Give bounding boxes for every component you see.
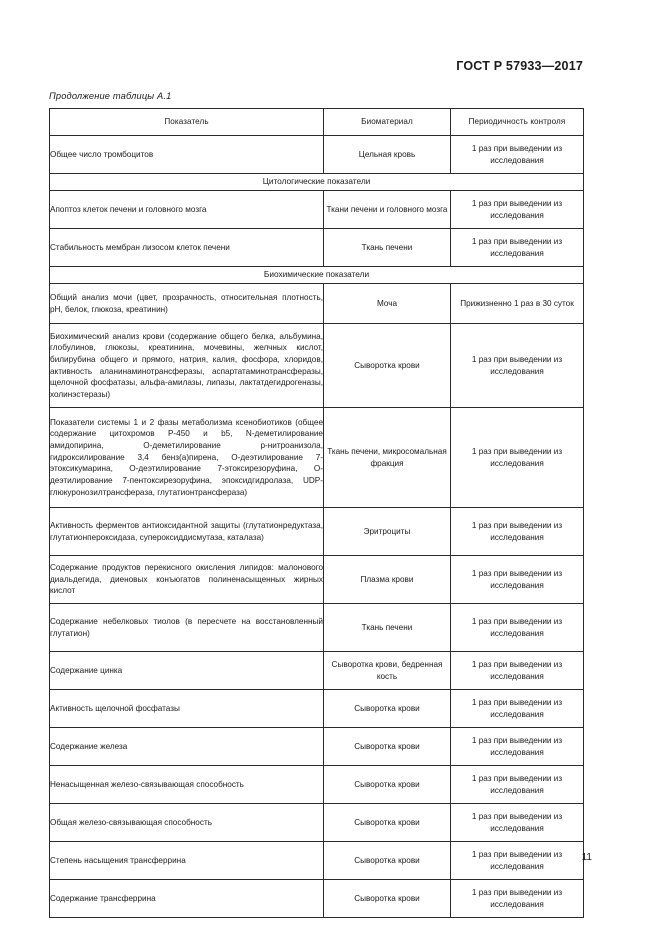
cell-biomaterial: Ткань печени bbox=[323, 603, 451, 652]
cell-biomaterial: Сыворотка крови, бедренная кость bbox=[323, 651, 451, 690]
table-row: Содержание небелковых тиолов (в пересчет… bbox=[49, 603, 584, 652]
cell-biomaterial: Сыворотка крови bbox=[323, 689, 451, 728]
table-row: Показатели системы 1 и 2 фазы метаболизм… bbox=[49, 407, 584, 508]
table-row: Апоптоз клеток печени и головного мозга Т… bbox=[49, 190, 584, 229]
table-row: Общий анализ мочи (цвет, прозрачность, о… bbox=[49, 283, 584, 324]
table-row: Ненасыщенная железо-связывающая способно… bbox=[49, 765, 584, 804]
cell-frequency: 1 раз при выведении из исследования bbox=[450, 879, 584, 918]
cell-frequency: 1 раз при выведении из исследования bbox=[450, 228, 584, 267]
document-standard-header: ГОСТ Р 57933—2017 bbox=[456, 59, 583, 73]
cell-frequency: 1 раз при выведении из исследования bbox=[450, 555, 584, 604]
column-header-biomaterial: Биоматериал bbox=[323, 108, 451, 136]
cell-biomaterial: Ткани печени и голов­ного мозга bbox=[323, 190, 451, 229]
cell-frequency: 1 раз при выведении из исследования bbox=[450, 651, 584, 690]
cell-indicator: Степень насыщения трансферрина bbox=[49, 841, 324, 880]
table-row: Общая железо-связывающая способность Сыво… bbox=[49, 803, 584, 842]
table-caption: Продолжение таблицы А.1 bbox=[49, 91, 172, 101]
cell-frequency: 1 раз при выведении из исследования bbox=[450, 190, 584, 229]
cell-indicator: Содержание небелковых тиолов (в пересчет… bbox=[49, 603, 324, 652]
cell-indicator: Активность ферментов антиоксидантной защ… bbox=[49, 507, 324, 556]
cell-biomaterial: Эритроциты bbox=[323, 507, 451, 556]
cell-frequency: 1 раз при выведении из исследования bbox=[450, 841, 584, 880]
cell-indicator: Содержание продуктов перекисного окислен… bbox=[49, 555, 324, 604]
cell-biomaterial: Сыворотка крови bbox=[323, 727, 451, 766]
cell-frequency: 1 раз при выведении из исследования bbox=[450, 803, 584, 842]
cell-biomaterial: Ткань печени, микросомальная фракция bbox=[323, 407, 451, 508]
table-row: Содержание трансферрина Сыворотка крови 1 … bbox=[49, 879, 584, 918]
section-title: Цитологические показатели bbox=[49, 173, 584, 191]
cell-biomaterial: Моча bbox=[323, 283, 451, 324]
table-row: Степень насыщения трансферрина Сыворотка … bbox=[49, 841, 584, 880]
table-row: Биохимический анализ крови (содержание о… bbox=[49, 323, 584, 408]
cell-indicator: Общее число тромбоцитов bbox=[49, 135, 324, 174]
cell-indicator: Стабильность мембран лизосом клеток пече… bbox=[49, 228, 324, 267]
table-header-row: Показатель Биоматериал Периодичность кон… bbox=[49, 108, 584, 136]
cell-indicator: Содержание цинка bbox=[49, 651, 324, 690]
table-row: Общее число тромбоцитов Цельная кровь 1 ра… bbox=[49, 135, 584, 174]
cell-biomaterial: Сыворотка крови bbox=[323, 841, 451, 880]
table-container: Показатель Биоматериал Периодичность кон… bbox=[49, 108, 584, 918]
cell-biomaterial: Сыворотка крови bbox=[323, 879, 451, 918]
table-row: Активность ферментов антиоксидантной защ… bbox=[49, 507, 584, 556]
table-head: Показатель Биоматериал Периодичность кон… bbox=[49, 108, 584, 136]
cell-frequency: Прижизненно 1 раз в 30 суток bbox=[450, 283, 584, 324]
cell-indicator: Активность щелочной фосфатазы bbox=[49, 689, 324, 728]
table-body: Общее число тромбоцитов Цельная кровь 1 ра… bbox=[49, 135, 584, 918]
cell-frequency: 1 раз при выведении из исследования bbox=[450, 507, 584, 556]
cell-indicator: Ненасыщенная железо-связывающая способно… bbox=[49, 765, 324, 804]
table-row: Содержание железа Сыворотка крови 1 раз пр… bbox=[49, 727, 584, 766]
column-header-indicator: Показатель bbox=[49, 108, 324, 136]
table-row: Содержание цинка Сыворотка крови, бедренн… bbox=[49, 651, 584, 690]
cell-biomaterial: Сыворотка крови bbox=[323, 765, 451, 804]
table-row: Активность щелочной фосфатазы Сыворотка к… bbox=[49, 689, 584, 728]
cell-indicator: Общий анализ мочи (цвет, прозрачность, о… bbox=[49, 283, 324, 324]
cell-frequency: 1 раз при выведении из исследования bbox=[450, 689, 584, 728]
table-row: Содержание продуктов перекисного окислен… bbox=[49, 555, 584, 604]
table-section-row: Биохимические показатели bbox=[49, 266, 584, 284]
cell-biomaterial: Сыворотка крови bbox=[323, 803, 451, 842]
cell-frequency: 1 раз при выведении из исследования bbox=[450, 407, 584, 508]
cell-indicator: Содержание железа bbox=[49, 727, 324, 766]
page-number: 11 bbox=[581, 852, 592, 863]
table-row: Стабильность мембран лизосом клеток пече… bbox=[49, 228, 584, 267]
cell-frequency: 1 раз при выведении из исследования bbox=[450, 135, 584, 174]
cell-indicator: Общая железо-связывающая способность bbox=[49, 803, 324, 842]
cell-frequency: 1 раз при выведении из исследования bbox=[450, 323, 584, 408]
cell-frequency: 1 раз при выведении из исследования bbox=[450, 603, 584, 652]
cell-frequency: 1 раз при выведении из исследования bbox=[450, 727, 584, 766]
cell-biomaterial: Плазма крови bbox=[323, 555, 451, 604]
cell-biomaterial: Ткань печени bbox=[323, 228, 451, 267]
section-title: Биохимические показатели bbox=[49, 266, 584, 284]
table-section-row: Цитологические показатели bbox=[49, 173, 584, 191]
cell-indicator: Показатели системы 1 и 2 фазы метаболизм… bbox=[49, 407, 324, 508]
cell-indicator: Апоптоз клеток печени и головного мозга bbox=[49, 190, 324, 229]
cell-indicator: Содержание трансферрина bbox=[49, 879, 324, 918]
cell-indicator: Биохимический анализ крови (содержание о… bbox=[49, 323, 324, 408]
control-parameters-table: Показатель Биоматериал Периодичность кон… bbox=[49, 108, 584, 918]
cell-frequency: 1 раз при выведении из исследования bbox=[450, 765, 584, 804]
column-header-frequency: Периодичность контроля bbox=[450, 108, 584, 136]
cell-biomaterial: Сыворотка крови bbox=[323, 323, 451, 408]
cell-biomaterial: Цельная кровь bbox=[323, 135, 451, 174]
